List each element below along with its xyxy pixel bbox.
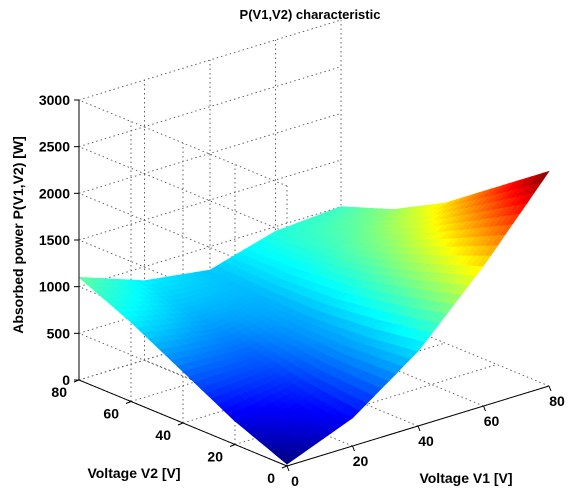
y-tick-mark bbox=[125, 401, 132, 404]
tick-labels: 0204060800204060800500100015002000250030… bbox=[39, 92, 565, 489]
y-tick-label: 20 bbox=[207, 449, 223, 465]
z-tick-label: 2500 bbox=[39, 139, 70, 155]
x-tick-mark bbox=[548, 385, 552, 392]
y-tick-mark bbox=[177, 422, 184, 426]
grid-wall-back-p bbox=[78, 252, 342, 334]
grid-wall-left-p bbox=[78, 192, 288, 280]
x-axis-label: Voltage V1 [V] bbox=[419, 470, 512, 486]
surface bbox=[78, 170, 550, 465]
y-tick-mark bbox=[281, 465, 288, 469]
grid-floor-v2 bbox=[130, 321, 394, 402]
surface-patch bbox=[535, 170, 550, 184]
x-tick-mark bbox=[286, 465, 290, 472]
z-tick-label: 1000 bbox=[39, 279, 70, 295]
z-tick-label: 0 bbox=[62, 372, 70, 388]
x-tick-mark bbox=[417, 425, 421, 432]
grid-wall-back-p bbox=[78, 66, 342, 148]
z-tick-label: 500 bbox=[47, 325, 71, 341]
grid-floor-v1 bbox=[340, 299, 550, 387]
grid-wall-back-p bbox=[78, 112, 342, 194]
z-tick-label: 1500 bbox=[39, 232, 70, 248]
y-tick-mark bbox=[229, 444, 236, 447]
chart-title: P(V1,V2) characteristic bbox=[240, 7, 381, 22]
x-tick-label: 80 bbox=[549, 393, 565, 409]
x-tick-label: 0 bbox=[291, 473, 299, 489]
grid-wall-left-p bbox=[78, 332, 288, 420]
y-tick-label: 80 bbox=[51, 384, 67, 400]
x-tick-label: 20 bbox=[353, 453, 369, 469]
grid-wall-back-p bbox=[78, 206, 342, 288]
grid-wall-left-p bbox=[78, 146, 288, 234]
x-tick-label: 40 bbox=[418, 433, 434, 449]
grid-wall-back-p bbox=[78, 19, 342, 101]
grid-wall-back-p bbox=[78, 299, 342, 381]
y-tick-label: 40 bbox=[155, 427, 171, 443]
z-axis-label: Absorbed power P(V1,V2) [W] bbox=[10, 136, 26, 334]
z-tick-label: 3000 bbox=[39, 92, 70, 108]
x-tick-mark bbox=[352, 445, 355, 452]
x-tick-mark bbox=[483, 405, 486, 412]
y-tick-label: 60 bbox=[103, 406, 119, 422]
z-tick-label: 2000 bbox=[39, 185, 70, 201]
y-axis-label: Voltage V2 [V] bbox=[87, 465, 180, 481]
y-tick-label: 0 bbox=[267, 470, 275, 486]
grid-wall-back-p bbox=[78, 159, 342, 241]
x-tick-label: 60 bbox=[484, 413, 500, 429]
